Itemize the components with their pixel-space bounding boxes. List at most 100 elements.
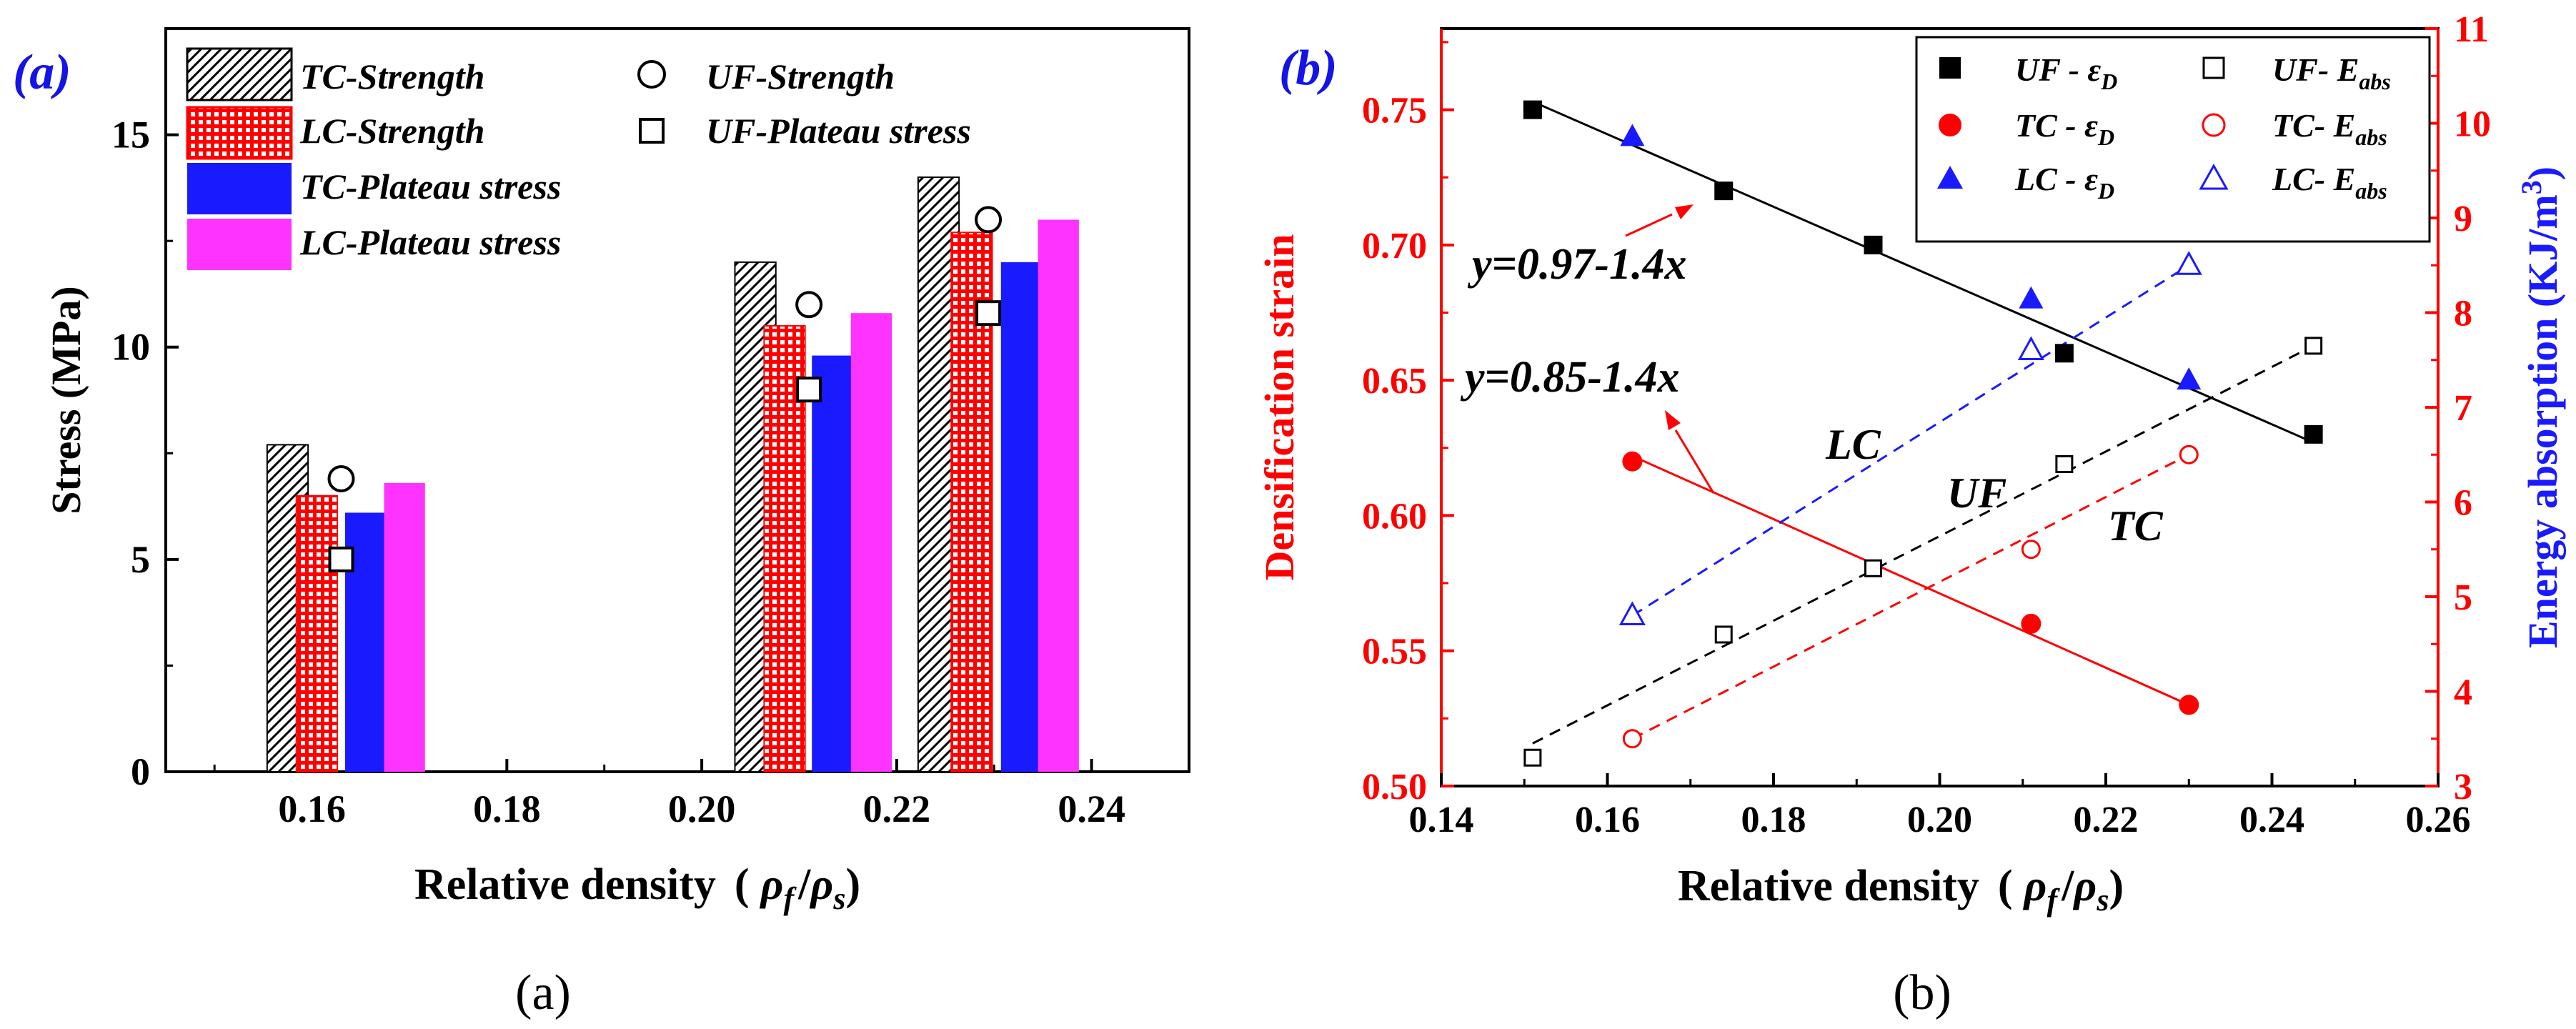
legend-label-lc-strength: LC-Strength bbox=[299, 111, 484, 151]
annotation-uf: UF bbox=[1947, 469, 2006, 517]
y-tick-label-right-b: 4 bbox=[2454, 672, 2472, 713]
y-tick-label-right-b: 11 bbox=[2454, 9, 2489, 50]
marker-lc-d bbox=[2019, 286, 2044, 309]
y-tick-label-a: 5 bbox=[131, 538, 150, 581]
marker-uf-d bbox=[2304, 424, 2323, 444]
y-tick-label-left-b: 0.65 bbox=[1362, 361, 1427, 402]
legend-marker-uf-strain bbox=[1939, 57, 1961, 79]
legend-label-lc-energy: LC- Eabs bbox=[2272, 161, 2387, 204]
marker-uf-e-abs bbox=[2304, 337, 2323, 355]
y-tick-label-left-b: 0.60 bbox=[1362, 496, 1427, 537]
marker-uf-plateau-stress bbox=[328, 546, 354, 572]
x-axis-title-b: Relative density(ρf/ρs) bbox=[1678, 862, 2124, 918]
y-tick-label-a: 0 bbox=[131, 750, 150, 793]
y-tick-label-a: 10 bbox=[111, 326, 150, 369]
legend-marker-lc-strain bbox=[1937, 166, 1963, 189]
legend-label-lc-strain: LC - εD bbox=[2014, 161, 2114, 204]
legend-label-tc-plateau: TC-Plateau stress bbox=[300, 166, 561, 207]
y-tick-label-left-b: 0.70 bbox=[1362, 226, 1427, 267]
chart-a: (a) 0.16 0.18 0.20 0.22 0.24 0 5 10 15 Stress (M… bbox=[13, 27, 1190, 1020]
y-tick-label-right-b: 8 bbox=[2454, 294, 2472, 334]
marker-uf-strength bbox=[795, 291, 823, 319]
arrow-head-eq-uf bbox=[1675, 204, 1694, 219]
legend-swatch-lc-strength bbox=[186, 106, 293, 160]
bar-lc-plateau-stress bbox=[1038, 219, 1079, 772]
marker-uf-strength bbox=[327, 464, 355, 492]
caption-a: (a) bbox=[515, 965, 571, 1020]
bar-lc-plateau-stress bbox=[850, 313, 892, 772]
marker-uf-d bbox=[1714, 182, 1734, 201]
marker-lc-d bbox=[1620, 124, 1645, 146]
equation-uf: y=0.97-1.4x bbox=[1467, 240, 1687, 289]
marker-lc-e-abs bbox=[1618, 601, 1646, 625]
x-tick-label-a: 0.20 bbox=[668, 787, 736, 830]
legend-label-uf-energy: UF- Eabs bbox=[2272, 51, 2391, 94]
x-tick-label-b: 0.16 bbox=[1575, 800, 1640, 840]
plot-frame-a bbox=[164, 27, 1190, 773]
fit-line-tc-energy-fit bbox=[1631, 453, 2189, 740]
legend-label-tc-strain: TC - εD bbox=[2015, 107, 2114, 150]
x-tick-label-b: 0.18 bbox=[1741, 800, 1806, 840]
legend-swatch-lc-plateau bbox=[187, 219, 292, 270]
legend-swatch-tc-strength bbox=[186, 47, 293, 101]
marker-uf-e-abs bbox=[1714, 625, 1733, 644]
annotation-lc: LC bbox=[1825, 421, 1881, 468]
legend-label-tc-energy: TC- Eabs bbox=[2272, 107, 2387, 150]
marker-uf-plateau-stress bbox=[975, 300, 1002, 327]
x-tick-label-a: 0.18 bbox=[473, 787, 541, 830]
x-tick-label-b: 0.26 bbox=[2406, 800, 2471, 840]
y-axis-title-left-b: Densification strain bbox=[1256, 234, 1303, 581]
panel-label-b: (b) bbox=[1279, 41, 1338, 96]
legend-marker-uf-energy bbox=[2202, 56, 2225, 79]
y-axis-title-right-b: Energy absorption (KJ/m3) bbox=[2515, 166, 2566, 648]
marker-uf-e-abs bbox=[1864, 559, 1882, 577]
y-tick-label-left-b: 0.55 bbox=[1362, 632, 1427, 672]
legend-label-tc-strength: TC-Strength bbox=[300, 56, 484, 96]
y-tick-label-right-b: 7 bbox=[2454, 388, 2472, 429]
panel-label-a: (a) bbox=[13, 45, 71, 100]
bars-a bbox=[266, 177, 1079, 773]
marker-lc-d bbox=[2177, 367, 2202, 390]
legend-marker-uf-strength bbox=[637, 60, 666, 89]
x-axis-title-a: Relative density(ρf/ρs) bbox=[414, 860, 860, 916]
legend-marker-tc-energy bbox=[2202, 113, 2226, 137]
x-tick-label-b: 0.22 bbox=[2074, 800, 2139, 840]
bar-tc-plateau-stress bbox=[812, 355, 853, 772]
y-tick-label-right-b: 9 bbox=[2454, 199, 2472, 239]
fit-line-lc-energy-fit bbox=[1631, 264, 2190, 617]
caption-b: (b) bbox=[1893, 965, 1951, 1020]
marker-uf-d bbox=[1523, 100, 1542, 119]
legend-label-uf-plateau: UF-Plateau stress bbox=[706, 111, 971, 151]
equation-tc: y=0.85-1.4x bbox=[1460, 353, 1680, 402]
y-tick-label-right-b: 10 bbox=[2454, 104, 2491, 145]
marker-lc-e-abs bbox=[2017, 336, 2044, 360]
y-axis-title-a: Stress (MPa) bbox=[43, 286, 89, 514]
marker-uf-plateau-stress bbox=[796, 377, 822, 403]
bar-lc-plateau-stress bbox=[384, 482, 425, 772]
x-tick-label-b: 0.20 bbox=[1907, 800, 1972, 840]
legend-a: TC-Strength LC-Strength TC-Plateau stres… bbox=[186, 47, 971, 270]
marker-uf-e-abs bbox=[1523, 748, 1542, 767]
marker-tc-d bbox=[1622, 451, 1643, 472]
legend-swatch-tc-plateau bbox=[187, 163, 292, 214]
legend-label-uf-strain: UF - εD bbox=[2015, 51, 2117, 94]
y-tick-label-left-b: 0.50 bbox=[1362, 767, 1427, 807]
marker-tc-e-abs bbox=[2021, 540, 2041, 560]
legend-b: UF - εD UF- Eabs TC - εD TC- Eabs LC - ε… bbox=[1915, 36, 2431, 243]
annotation-tc: TC bbox=[2108, 502, 2164, 550]
chart-b: (b) 0.14 0.16 0.18 0.20 0.22 0.24 0.26 0.50 0.55… bbox=[1256, 9, 2566, 1020]
fit-line-tc-strain-fit bbox=[1631, 454, 2189, 706]
marker-tc-d bbox=[2179, 695, 2199, 715]
y-tick-label-left-b: 0.75 bbox=[1362, 91, 1427, 131]
y-tick-label-a: 15 bbox=[111, 114, 150, 156]
axis-ticks-b: 0.14 0.16 0.18 0.20 0.22 0.24 0.26 0.50 0.55 0.60… bbox=[1362, 9, 2491, 840]
x-tick-label-b: 0.24 bbox=[2239, 800, 2304, 840]
arrow-eq-uf bbox=[1625, 213, 1673, 237]
legend-label-lc-plateau: LC-Plateau stress bbox=[299, 222, 561, 262]
legend-marker-uf-plateau bbox=[639, 118, 665, 144]
y-tick-label-right-b: 6 bbox=[2454, 483, 2472, 524]
marker-uf-d bbox=[1864, 235, 1883, 254]
marker-lc-e-abs bbox=[2175, 251, 2202, 275]
bar-tc-plateau-stress bbox=[1000, 262, 1043, 772]
